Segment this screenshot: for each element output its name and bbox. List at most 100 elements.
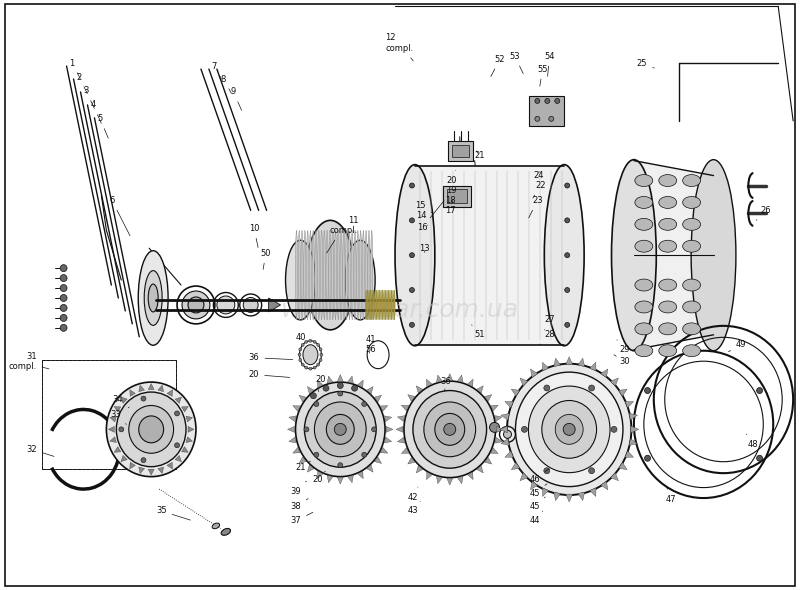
Polygon shape bbox=[110, 437, 116, 442]
Ellipse shape bbox=[60, 314, 67, 322]
Text: 24: 24 bbox=[534, 171, 544, 180]
Ellipse shape bbox=[243, 297, 258, 313]
Ellipse shape bbox=[503, 430, 511, 438]
Ellipse shape bbox=[555, 414, 583, 444]
Ellipse shape bbox=[182, 291, 210, 319]
Text: 20: 20 bbox=[446, 171, 457, 185]
Text: 22: 22 bbox=[533, 181, 546, 198]
Ellipse shape bbox=[371, 290, 373, 320]
Ellipse shape bbox=[305, 340, 308, 343]
Ellipse shape bbox=[337, 230, 339, 320]
Polygon shape bbox=[497, 427, 503, 432]
Polygon shape bbox=[542, 488, 549, 497]
Ellipse shape bbox=[323, 230, 326, 320]
Ellipse shape bbox=[138, 416, 164, 443]
Text: 9: 9 bbox=[231, 87, 242, 110]
Polygon shape bbox=[138, 385, 145, 392]
Polygon shape bbox=[542, 362, 549, 371]
Ellipse shape bbox=[346, 230, 348, 320]
Polygon shape bbox=[601, 369, 608, 378]
Ellipse shape bbox=[299, 348, 302, 351]
Ellipse shape bbox=[365, 230, 367, 320]
Ellipse shape bbox=[334, 424, 346, 435]
Text: 15: 15 bbox=[415, 201, 432, 212]
Ellipse shape bbox=[315, 230, 317, 320]
Polygon shape bbox=[398, 437, 405, 443]
Ellipse shape bbox=[221, 529, 230, 535]
Polygon shape bbox=[299, 395, 306, 402]
Polygon shape bbox=[380, 447, 388, 453]
Polygon shape bbox=[446, 478, 453, 485]
Ellipse shape bbox=[393, 290, 394, 320]
Polygon shape bbox=[358, 471, 363, 478]
Ellipse shape bbox=[323, 385, 329, 391]
Text: 49: 49 bbox=[729, 340, 746, 352]
Ellipse shape bbox=[565, 218, 570, 223]
Ellipse shape bbox=[369, 290, 370, 320]
Polygon shape bbox=[590, 362, 596, 371]
Polygon shape bbox=[130, 463, 135, 469]
Polygon shape bbox=[618, 389, 627, 396]
Ellipse shape bbox=[334, 230, 337, 320]
Ellipse shape bbox=[565, 287, 570, 293]
Bar bbox=[446, 189, 466, 204]
Text: 20: 20 bbox=[315, 375, 326, 392]
Text: 4: 4 bbox=[90, 100, 102, 123]
Ellipse shape bbox=[332, 230, 334, 320]
Polygon shape bbox=[467, 379, 473, 386]
Text: 26: 26 bbox=[756, 206, 771, 220]
Text: www.liftcar.com.ua: www.liftcar.com.ua bbox=[281, 298, 519, 322]
Ellipse shape bbox=[141, 458, 146, 463]
Ellipse shape bbox=[60, 324, 67, 332]
Text: 16: 16 bbox=[418, 201, 444, 232]
Polygon shape bbox=[186, 416, 193, 422]
Bar bbox=[452, 145, 469, 157]
Ellipse shape bbox=[306, 220, 355, 330]
Text: 36: 36 bbox=[440, 377, 450, 392]
Text: 54: 54 bbox=[544, 52, 555, 76]
Ellipse shape bbox=[329, 230, 331, 320]
Text: 47: 47 bbox=[666, 487, 677, 503]
Polygon shape bbox=[380, 405, 388, 411]
Ellipse shape bbox=[682, 175, 701, 186]
Polygon shape bbox=[307, 386, 314, 394]
Ellipse shape bbox=[359, 230, 362, 320]
Ellipse shape bbox=[545, 99, 550, 103]
Polygon shape bbox=[307, 465, 314, 472]
Ellipse shape bbox=[589, 468, 594, 474]
Ellipse shape bbox=[354, 230, 356, 320]
Ellipse shape bbox=[60, 274, 67, 281]
Polygon shape bbox=[494, 437, 502, 443]
Text: 45: 45 bbox=[530, 497, 546, 512]
Ellipse shape bbox=[60, 304, 67, 312]
Ellipse shape bbox=[528, 386, 610, 473]
Ellipse shape bbox=[314, 402, 366, 457]
Polygon shape bbox=[494, 415, 502, 421]
Ellipse shape bbox=[346, 240, 375, 320]
Ellipse shape bbox=[188, 297, 204, 313]
Polygon shape bbox=[366, 465, 373, 472]
Polygon shape bbox=[629, 414, 638, 420]
Ellipse shape bbox=[301, 230, 303, 320]
Polygon shape bbox=[269, 298, 281, 312]
Polygon shape bbox=[629, 438, 638, 445]
Ellipse shape bbox=[319, 359, 322, 362]
Polygon shape bbox=[501, 438, 510, 445]
Polygon shape bbox=[167, 390, 173, 396]
Ellipse shape bbox=[385, 290, 386, 320]
Polygon shape bbox=[148, 384, 154, 389]
Ellipse shape bbox=[351, 230, 354, 320]
Text: 21: 21 bbox=[474, 151, 485, 160]
Text: 55: 55 bbox=[538, 64, 548, 86]
Polygon shape bbox=[520, 378, 528, 386]
Polygon shape bbox=[299, 457, 306, 464]
Ellipse shape bbox=[309, 339, 312, 342]
Polygon shape bbox=[505, 451, 514, 457]
Ellipse shape bbox=[544, 165, 584, 346]
Ellipse shape bbox=[381, 290, 382, 320]
Text: 51: 51 bbox=[472, 325, 485, 339]
Polygon shape bbox=[610, 378, 618, 386]
Ellipse shape bbox=[507, 363, 631, 495]
Ellipse shape bbox=[635, 218, 653, 230]
Ellipse shape bbox=[658, 196, 677, 208]
